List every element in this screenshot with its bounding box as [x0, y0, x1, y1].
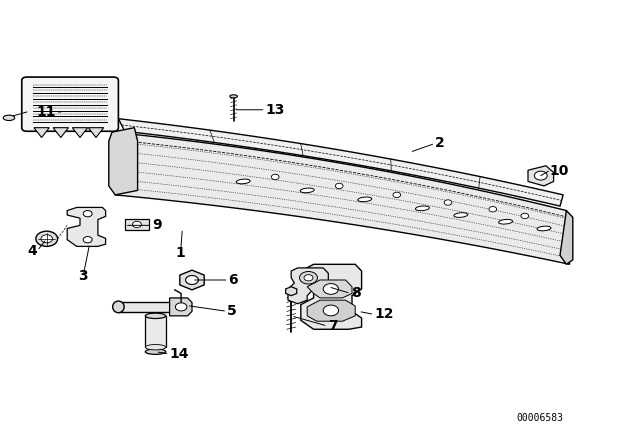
Polygon shape [170, 298, 192, 316]
Polygon shape [307, 300, 355, 321]
Ellipse shape [145, 345, 166, 350]
Circle shape [323, 284, 339, 294]
Polygon shape [301, 264, 362, 329]
Ellipse shape [145, 349, 166, 354]
Ellipse shape [236, 179, 250, 184]
Circle shape [304, 275, 313, 281]
Text: 14: 14 [170, 347, 189, 361]
Ellipse shape [145, 313, 166, 319]
Polygon shape [88, 128, 104, 138]
Circle shape [300, 271, 317, 284]
Text: 13: 13 [266, 103, 285, 117]
Circle shape [132, 221, 141, 228]
Text: 11: 11 [36, 105, 56, 119]
Ellipse shape [358, 197, 372, 202]
Circle shape [534, 171, 547, 180]
Text: 10: 10 [549, 164, 568, 178]
Polygon shape [118, 302, 173, 312]
FancyBboxPatch shape [22, 77, 118, 131]
Circle shape [444, 200, 452, 205]
Circle shape [186, 276, 198, 284]
Circle shape [489, 207, 497, 212]
Circle shape [41, 235, 52, 243]
Ellipse shape [3, 115, 15, 121]
Ellipse shape [300, 188, 314, 193]
Text: 00006583: 00006583 [516, 414, 563, 423]
Polygon shape [285, 287, 297, 296]
Ellipse shape [415, 206, 429, 211]
Polygon shape [288, 268, 328, 304]
Circle shape [175, 303, 187, 311]
Polygon shape [118, 119, 563, 206]
Polygon shape [109, 128, 138, 195]
Circle shape [271, 174, 279, 180]
Circle shape [323, 305, 339, 316]
Circle shape [335, 183, 343, 189]
Ellipse shape [113, 301, 124, 313]
Polygon shape [34, 128, 49, 138]
Circle shape [393, 192, 401, 198]
Bar [125, 219, 149, 230]
Ellipse shape [230, 95, 237, 98]
Text: 8: 8 [351, 286, 360, 301]
Text: 6: 6 [228, 273, 238, 287]
Text: 12: 12 [374, 307, 394, 322]
Text: 9: 9 [152, 218, 162, 233]
Text: 1: 1 [175, 246, 186, 260]
Bar [145, 316, 166, 347]
Ellipse shape [499, 220, 513, 224]
Polygon shape [112, 132, 570, 264]
Polygon shape [528, 166, 554, 186]
Circle shape [83, 211, 92, 217]
Circle shape [521, 213, 529, 219]
Polygon shape [53, 128, 68, 138]
Polygon shape [180, 270, 204, 290]
Circle shape [36, 231, 58, 246]
Polygon shape [560, 211, 573, 264]
Text: 2: 2 [435, 136, 445, 151]
Ellipse shape [537, 226, 551, 231]
Polygon shape [72, 128, 88, 138]
Text: 3: 3 [78, 268, 88, 283]
Polygon shape [67, 207, 106, 246]
Polygon shape [307, 280, 352, 298]
Text: 7: 7 [328, 319, 337, 333]
Text: 5: 5 [227, 304, 237, 319]
Ellipse shape [454, 213, 468, 217]
Text: 4: 4 [28, 244, 37, 258]
Circle shape [83, 237, 92, 243]
